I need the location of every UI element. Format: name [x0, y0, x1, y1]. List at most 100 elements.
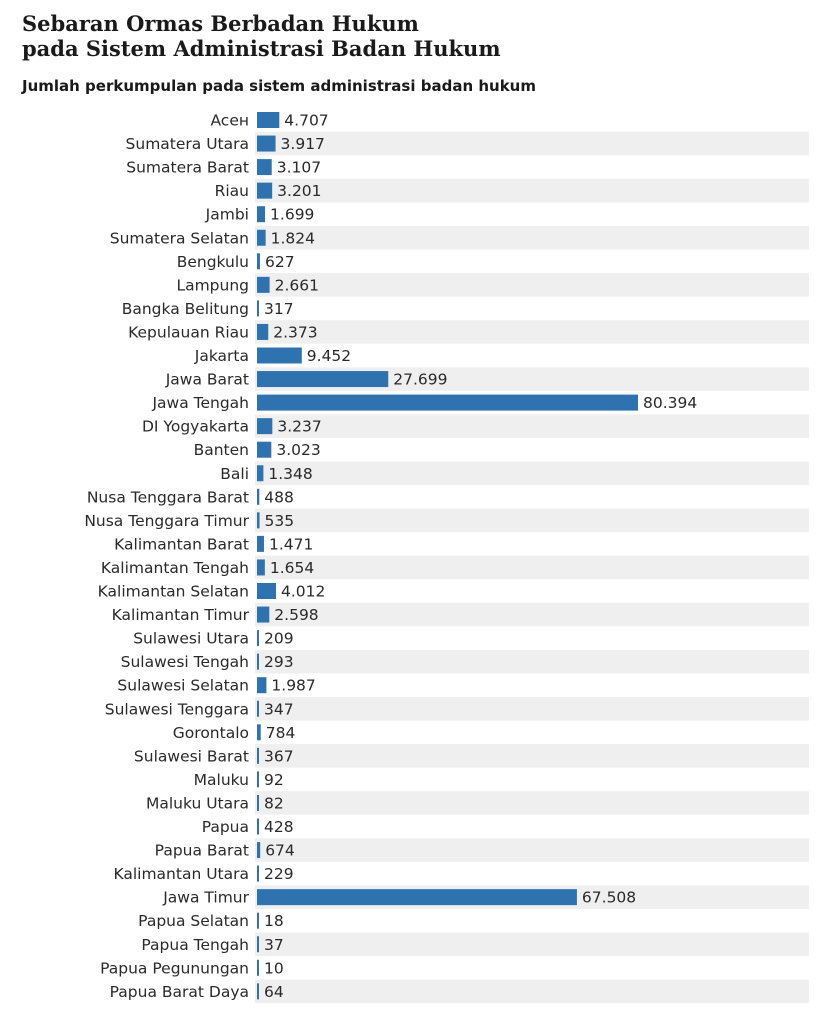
- bar: [257, 323, 269, 340]
- category-label: Lampung: [176, 276, 249, 294]
- bar: [257, 677, 267, 694]
- bar: [257, 535, 264, 552]
- value-label: 293: [264, 653, 294, 671]
- category-label: Kalimantan Barat: [114, 535, 249, 553]
- value-label: 4.707: [284, 112, 328, 130]
- category-label: Bengkulu: [177, 253, 249, 271]
- value-label: 1.654: [270, 559, 314, 577]
- category-label: Nusa Tenggara Timur: [84, 512, 249, 530]
- value-label: 3.107: [277, 159, 321, 177]
- bar: [257, 441, 272, 458]
- category-label: Nusa Tenggara Barat: [87, 488, 249, 506]
- bar: [257, 606, 270, 623]
- bar: [257, 842, 261, 859]
- value-label: 488: [264, 488, 294, 506]
- value-label: 3.917: [281, 135, 325, 153]
- bar: [257, 771, 259, 788]
- value-label: 3.201: [277, 182, 321, 200]
- bar: [257, 865, 259, 882]
- chart-title-line-1: Sebaran Ormas Berbadan Hukum: [22, 11, 419, 36]
- row-band: [255, 225, 809, 250]
- bar: [257, 912, 259, 929]
- category-label: Kalimantan Selatan: [98, 583, 249, 601]
- value-label: 1.471: [269, 535, 313, 553]
- bar: [257, 630, 259, 647]
- row-band: [255, 838, 809, 862]
- value-label: 317: [264, 300, 294, 318]
- bar: [257, 182, 273, 199]
- category-label: Jakarta: [194, 347, 249, 365]
- value-label: 209: [264, 630, 294, 648]
- bar: [257, 959, 259, 976]
- category-label: Papua Barat Daya: [110, 983, 249, 1001]
- category-label: Sumatera Selatan: [110, 229, 249, 247]
- value-label: 1.699: [270, 206, 314, 224]
- row-band: [255, 602, 809, 627]
- category-label: Sulawesi Tengah: [121, 653, 249, 671]
- bar: [257, 889, 577, 906]
- value-label: 82: [264, 794, 284, 812]
- category-label: Kalimantan Tengah: [101, 559, 249, 577]
- value-label: 9.452: [307, 347, 351, 365]
- row-band: [255, 649, 809, 674]
- category-label: Papua Barat: [155, 842, 249, 860]
- value-label: 37: [264, 936, 284, 954]
- category-label: DI Yogyakarta: [142, 418, 249, 436]
- value-label: 367: [264, 747, 294, 765]
- value-label: 535: [265, 512, 295, 530]
- row-band: [255, 791, 809, 815]
- value-label: 229: [264, 865, 294, 883]
- category-label: Maluku: [194, 771, 249, 789]
- row-band: [255, 273, 809, 297]
- bar: [257, 276, 270, 293]
- row-band: [255, 979, 809, 1004]
- value-label: 3.023: [276, 441, 320, 459]
- value-label: 674: [265, 842, 295, 860]
- category-label: Bangka Belitung: [122, 300, 249, 318]
- row-band: [255, 367, 809, 391]
- bar: [257, 512, 260, 529]
- category-label: Riau: [215, 182, 249, 200]
- category-label: Maluku Utara: [146, 794, 249, 812]
- row-band: [255, 744, 809, 768]
- value-label: 2.373: [273, 323, 317, 341]
- category-label: Sulawesi Utara: [133, 630, 249, 648]
- row-band: [255, 461, 809, 486]
- bar: [257, 653, 259, 670]
- bar: [257, 300, 259, 317]
- bar: [257, 253, 260, 270]
- category-label: Jawa Tengah: [151, 394, 249, 412]
- category-label: Papua Selatan: [138, 912, 249, 930]
- category-label: Jawa Barat: [165, 371, 249, 389]
- value-label: 1.824: [271, 229, 315, 247]
- bar: [257, 724, 261, 741]
- category-label: Papua: [202, 818, 249, 836]
- bar: [257, 936, 259, 953]
- bar: [257, 135, 276, 152]
- bar: [257, 418, 273, 435]
- bar: [257, 700, 259, 717]
- value-label: 80.394: [643, 394, 697, 412]
- bar: [257, 394, 638, 411]
- category-label: Sumatera Utara: [126, 135, 249, 153]
- category-label: Papua Pegunungan: [100, 959, 249, 977]
- category-label: Kalimantan Utara: [113, 865, 249, 883]
- row-band: [255, 178, 809, 203]
- value-label: 27.699: [393, 371, 447, 389]
- category-label: Sulawesi Barat: [134, 747, 249, 765]
- value-label: 1.987: [271, 677, 315, 695]
- bar: [257, 159, 272, 176]
- value-label: 2.661: [275, 276, 319, 294]
- value-label: 627: [265, 253, 295, 271]
- value-label: 428: [264, 818, 294, 836]
- bar: [257, 206, 266, 223]
- category-label: Sumatera Barat: [126, 159, 249, 177]
- value-label: 784: [266, 724, 296, 742]
- category-label: Kepulauan Riau: [128, 323, 249, 341]
- category-label: Sulawesi Selatan: [117, 677, 249, 695]
- row-band: [255, 414, 809, 438]
- bar: [257, 371, 389, 388]
- bar: [257, 488, 260, 505]
- category-label: Banten: [194, 441, 249, 459]
